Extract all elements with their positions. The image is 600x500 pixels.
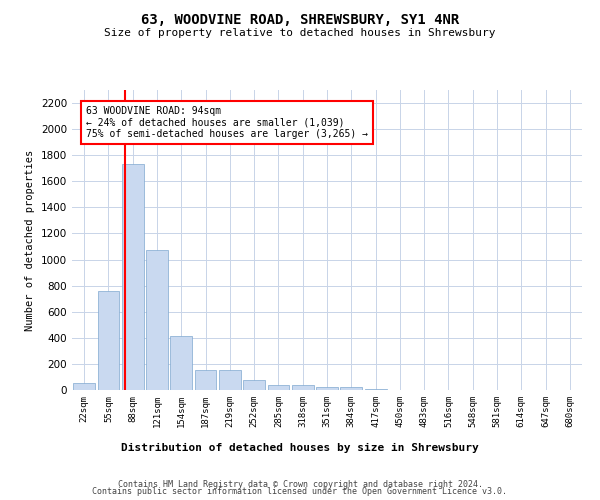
Bar [292,386,314,390]
Y-axis label: Number of detached properties: Number of detached properties [25,150,35,330]
Bar [365,388,386,390]
Bar [146,250,168,390]
Bar [316,386,338,390]
Text: 63, WOODVINE ROAD, SHREWSBURY, SY1 4NR: 63, WOODVINE ROAD, SHREWSBURY, SY1 4NR [141,12,459,26]
Text: Contains public sector information licensed under the Open Government Licence v3: Contains public sector information licen… [92,488,508,496]
Bar [194,370,217,390]
Bar [122,164,143,390]
Bar [268,385,289,390]
Bar [219,370,241,390]
Text: 63 WOODVINE ROAD: 94sqm
← 24% of detached houses are smaller (1,039)
75% of semi: 63 WOODVINE ROAD: 94sqm ← 24% of detache… [86,106,368,139]
Text: Size of property relative to detached houses in Shrewsbury: Size of property relative to detached ho… [104,28,496,38]
Text: Distribution of detached houses by size in Shrewsbury: Distribution of detached houses by size … [121,442,479,452]
Text: Contains HM Land Registry data © Crown copyright and database right 2024.: Contains HM Land Registry data © Crown c… [118,480,482,489]
Bar [170,336,192,390]
Bar [340,386,362,390]
Bar [73,384,95,390]
Bar [243,380,265,390]
Bar [97,291,119,390]
